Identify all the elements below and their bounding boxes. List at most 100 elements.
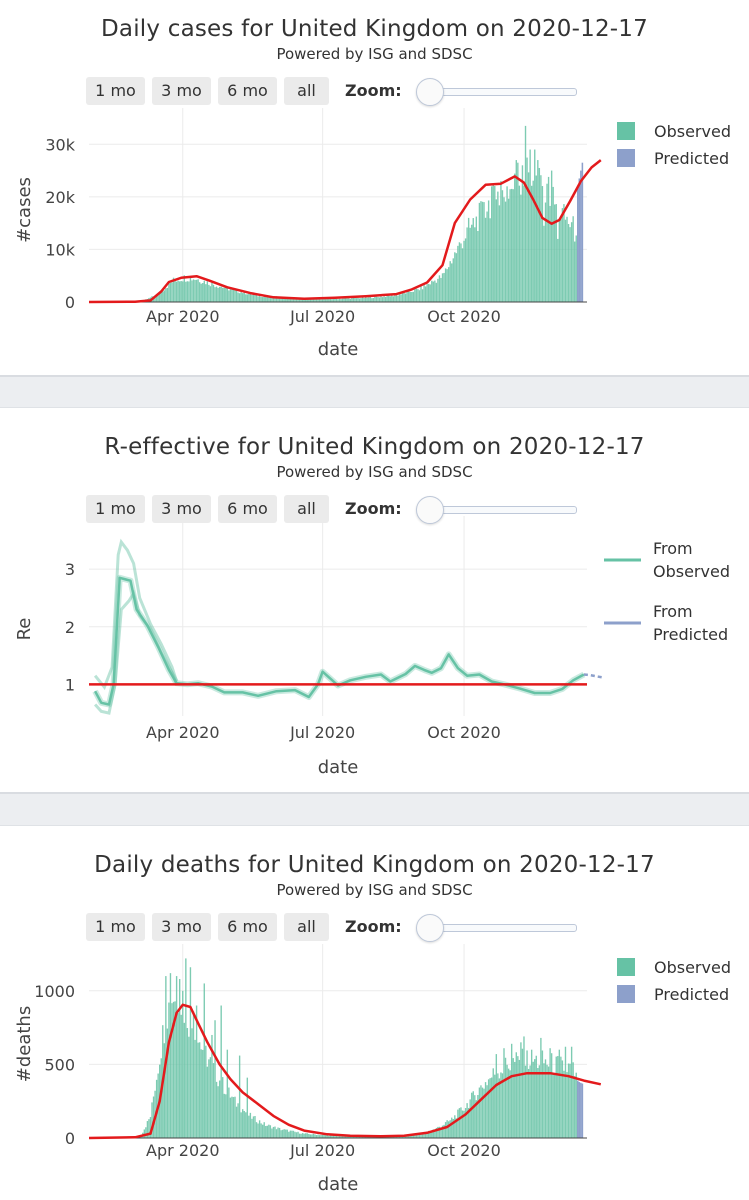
observed-bar [420,1132,422,1138]
observed-bar [235,289,238,302]
observed-bar [527,1068,530,1138]
observed-bar [265,1125,267,1138]
legend-predicted-swatch [617,149,635,167]
observed-bar [544,1059,547,1138]
observed-bar [449,1120,451,1138]
observed-bar [266,296,268,302]
observed-bar [483,202,485,302]
observed-bar [534,1059,536,1138]
observed-bar [341,298,344,302]
re-range-6mo-button[interactable]: 6 mo [218,495,277,523]
deaths-range-1mo-button[interactable]: 1 mo [86,913,145,941]
observed-bar [487,200,490,302]
observed-bar [447,267,450,302]
deaths-zoom-slider-handle[interactable] [416,914,444,942]
deaths-range-3mo-button[interactable]: 3 mo [152,913,211,941]
predicted-bar [580,1082,582,1138]
observed-bar [523,185,525,302]
observed-bar [301,1133,304,1138]
re-zoom-label: Zoom: [345,499,402,518]
deaths-range-all-button[interactable]: all [284,913,329,941]
observed-bar [366,297,368,302]
observed-bar [474,227,476,302]
cases-range-1mo-button[interactable]: 1 mo [86,77,145,105]
observed-bar [557,238,559,302]
observed-bar [222,287,224,302]
observed-bar [368,297,370,302]
observed-bar [475,216,478,302]
observed-bar [497,1073,499,1138]
cases-range-3mo-button[interactable]: 3 mo [152,77,211,105]
observed-bar [175,976,178,1138]
observed-bar [237,1103,239,1138]
observed-bar [200,1049,202,1138]
observed-bar [295,298,298,302]
observed-bar [163,290,166,302]
observed-bar [530,1049,533,1138]
observed-bar [477,230,479,302]
observed-bar [209,286,212,302]
observed-bar [478,202,481,302]
re-range-1mo-button[interactable]: 1 mo [86,495,145,523]
observed-bar [186,1028,189,1138]
observed-bar [289,297,292,302]
cases-range-6mo-button[interactable]: 6 mo [218,77,277,105]
cases-zoom-slider-handle[interactable] [416,78,444,106]
observed-bar [446,1120,448,1138]
observed-bar [534,149,536,302]
observed-bar [388,295,390,302]
observed-bar [569,1063,571,1138]
observed-bar [232,289,235,302]
legend-predicted-swatch [617,985,635,1003]
observed-bar [355,298,358,302]
observed-bar [254,294,256,302]
observed-bar [392,296,395,302]
observed-bar [191,280,193,302]
observed-bar [311,298,313,302]
observed-bar [418,1133,421,1138]
observed-bar [417,1133,419,1138]
re-range-all-button[interactable]: all [284,495,329,523]
observed-bar [277,297,279,302]
observed-bar [225,1094,227,1138]
observed-bar [429,1131,431,1138]
observed-bar [261,297,264,302]
re-range-3mo-button[interactable]: 3 mo [152,495,211,523]
re-observed-line [93,576,585,706]
section-divider [0,375,749,408]
observed-bar [375,296,378,302]
cases-range-all-button[interactable]: all [284,77,329,105]
observed-bar [200,283,202,302]
observed-bar [566,216,568,302]
observed-bar [268,1124,270,1138]
observed-bar [246,1077,249,1138]
observed-bar [452,258,454,302]
observed-bar [265,296,267,302]
observed-bar [497,191,499,302]
observed-bar [180,281,182,302]
observed-bar [288,1131,290,1138]
observed-bar [238,293,241,302]
observed-bar [550,170,553,302]
observed-bar [223,287,225,302]
observed-bar [509,189,511,302]
observed-bar [521,165,524,302]
deaths-range-6mo-button[interactable]: 6 mo [218,913,277,941]
re-zoom-slider-handle[interactable] [416,496,444,524]
observed-bar [475,1100,478,1138]
observed-bar [360,1136,362,1138]
observed-bar [331,299,333,302]
observed-bar [572,216,574,302]
observed-bar [326,298,328,302]
observed-bar [449,261,451,302]
legend-from-observed-label-line1: From [653,539,693,558]
observed-bar [343,1135,345,1138]
observed-bar [186,281,189,302]
observed-bar [208,1059,210,1138]
observed-bar [444,268,447,302]
observed-bar [348,1135,350,1138]
observed-bar [506,186,508,302]
observed-bar [209,1057,212,1138]
x-tick-label: Apr 2020 [146,723,219,742]
observed-bar [401,292,404,302]
